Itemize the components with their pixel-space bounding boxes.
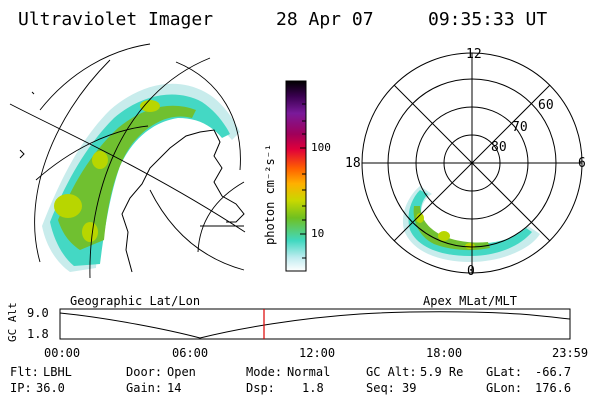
polar-panel-label: Apex MLat/MLT xyxy=(423,294,517,308)
auroral-emission-geo xyxy=(42,83,240,272)
mlat-label-60: 60 xyxy=(538,98,554,113)
altitude-ytick-bottom: 1.8 xyxy=(27,327,49,341)
gc-alt-value: 5.9 Re xyxy=(420,365,464,379)
mlt-label-18: 18 xyxy=(345,156,361,171)
filter-value: LBHL xyxy=(43,365,72,379)
colorbar-tick-10: 10 xyxy=(311,227,325,240)
observation-date: 28 Apr 07 xyxy=(276,9,374,30)
gain-value: 14 xyxy=(167,381,182,395)
altitude-plot xyxy=(59,308,571,340)
gc-alt-label: GC Alt: xyxy=(366,365,417,379)
colorbar-tick-100: 100 xyxy=(311,141,331,154)
seq-value: 39 xyxy=(402,381,417,395)
glon-label: GLon: xyxy=(486,381,523,395)
mlt-label-6: 6 xyxy=(578,156,586,171)
altitude-ylabel: GC Alt xyxy=(6,302,19,342)
observation-time: 09:35:33 UT xyxy=(428,9,548,30)
door-value: Open xyxy=(167,365,196,379)
filter-label: Flt: xyxy=(10,365,39,379)
door-label: Door: xyxy=(126,365,163,379)
mlt-label-12: 12 xyxy=(466,47,482,62)
mode-value: Normal xyxy=(287,365,331,379)
seq-label: Seq: xyxy=(366,381,395,395)
glat-label: GLat: xyxy=(486,365,523,379)
ip-label: IP: xyxy=(10,381,32,395)
dsp-label: Dsp: xyxy=(246,381,275,395)
altitude-xtick-1800: 18:00 xyxy=(426,346,463,360)
geographic-map xyxy=(9,43,246,279)
ip-value: 36.0 xyxy=(36,381,65,395)
gain-label: Gain: xyxy=(126,381,163,395)
mode-label: Mode: xyxy=(246,365,283,379)
geographic-panel-label: Geographic Lat/Lon xyxy=(70,294,201,308)
instrument-title: Ultraviolet Imager xyxy=(18,9,214,30)
altitude-ytick-top: 9.0 xyxy=(27,306,49,320)
dsp-value: 1.8 xyxy=(302,381,324,395)
glon-value: 176.6 xyxy=(535,381,572,395)
altitude-xtick-0000: 00:00 xyxy=(44,346,81,360)
altitude-xtick-0600: 06:00 xyxy=(172,346,209,360)
altitude-xtick-2359: 23:59 xyxy=(552,346,589,360)
glat-value: -66.7 xyxy=(535,365,572,379)
polar-map xyxy=(361,52,583,274)
geo-grid xyxy=(9,43,246,279)
mlat-label-80: 80 xyxy=(491,140,507,155)
colorbar-unit-label: photon cm⁻²s⁻¹ xyxy=(263,143,277,245)
altitude-xtick-1200: 12:00 xyxy=(299,346,336,360)
mlat-label-70: 70 xyxy=(512,120,528,135)
mlt-label-0: 0 xyxy=(467,264,475,279)
coastline xyxy=(121,129,245,273)
colorbar xyxy=(285,80,307,272)
auroral-emission-polar xyxy=(402,186,540,262)
